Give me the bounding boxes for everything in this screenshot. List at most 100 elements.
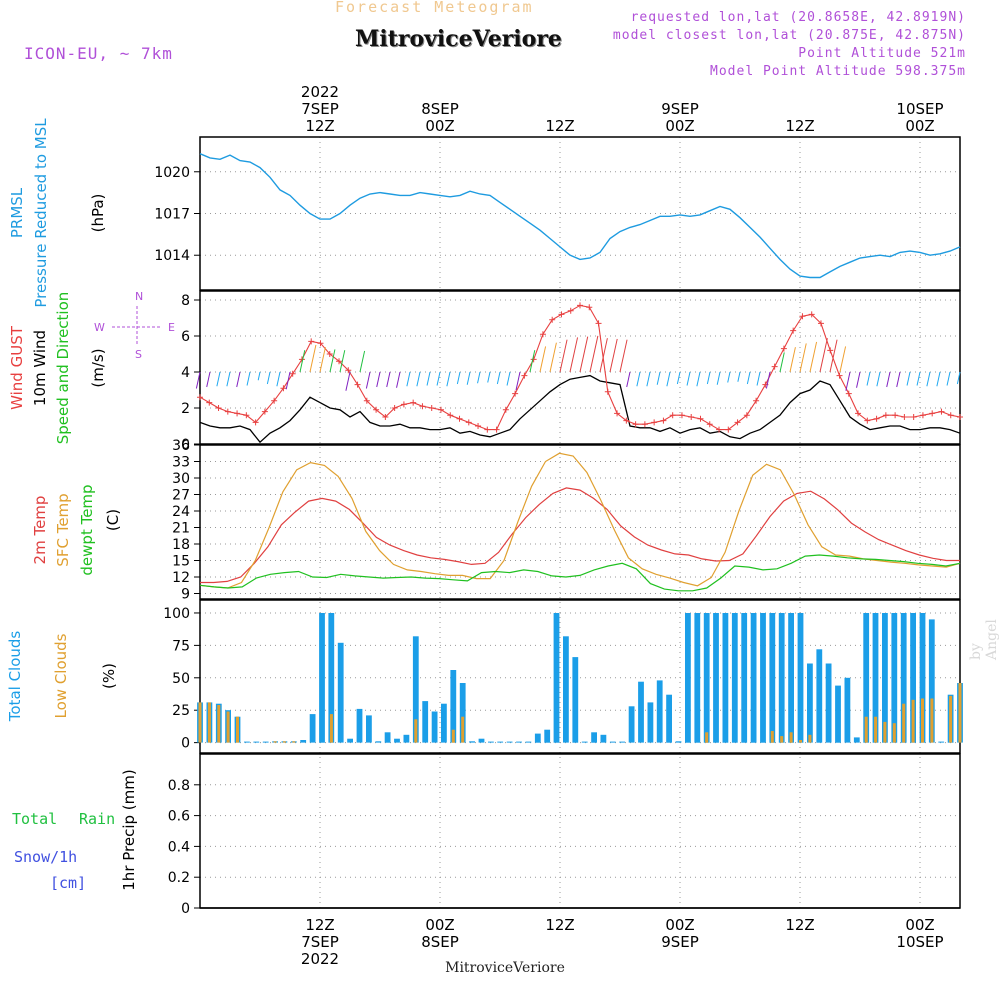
gust-marker (465, 419, 472, 426)
total-cloud-bar (356, 708, 363, 743)
wind-arrow (257, 371, 261, 381)
temp-dewpt-line (199, 554, 961, 592)
total-cloud-bar (328, 613, 335, 743)
wind-arrow (886, 371, 891, 388)
gust-marker (882, 412, 889, 419)
wind-arrow (656, 371, 661, 385)
total-cloud-bar (666, 694, 672, 743)
top-time-label: 12Z (305, 117, 334, 135)
label-total-clouds: Total Clouds (6, 631, 24, 723)
wind-arrow (765, 371, 771, 389)
total-cloud-bar (384, 732, 391, 743)
y-tick-label: 8 (181, 293, 190, 309)
y-tick-label: 75 (172, 638, 190, 654)
top-time-label: 8SEP (421, 100, 459, 118)
gust-marker (539, 331, 546, 338)
wind-arrow (609, 338, 618, 373)
wind-arrow (636, 371, 641, 387)
gust-marker (586, 304, 593, 311)
wind-arrow (626, 371, 631, 388)
low-cloud-bar (874, 716, 878, 743)
total-cloud-bar (731, 613, 738, 743)
total-cloud-bar (703, 613, 710, 743)
gust-marker (827, 347, 834, 354)
total-cloud-bar (713, 613, 719, 743)
wind-arrow (365, 371, 371, 389)
low-cloud-bar (799, 740, 802, 743)
gust-marker (363, 397, 370, 404)
total-cloud-bar (628, 706, 635, 743)
wind-arrow (946, 371, 951, 386)
gust-marker (604, 388, 611, 395)
label-precip-mm: 1hr Precip (mm) (120, 769, 138, 890)
gust-marker (400, 401, 407, 408)
low-cloud-bar (226, 711, 230, 743)
wind-arrow (737, 371, 741, 382)
wind-arrow (539, 346, 547, 373)
total-cloud-bar (516, 741, 522, 743)
wind-arrow (686, 371, 691, 386)
label-pressure: Pressure Reduced to MSL (32, 118, 50, 308)
wind-arrow (246, 371, 251, 386)
gust-marker (697, 415, 704, 422)
total-cloud-bar (553, 613, 560, 743)
y-tick-label: 50 (172, 671, 190, 687)
total-cloud-bar (647, 702, 654, 743)
requested-coords: requested lon,lat (20.8658E, 42.8919N) (630, 10, 966, 25)
y-tick-label: 15 (172, 554, 190, 570)
total-cloud-bar (741, 613, 748, 743)
y-tick-label: 33 (172, 455, 190, 471)
label-prmsl: PRMSL (8, 187, 26, 238)
total-cloud-bar (900, 613, 907, 743)
gust-marker (215, 405, 222, 411)
panel-frame-3 (199, 599, 961, 754)
forecast-subtitle: Forecast Meteogram (335, 0, 534, 16)
low-cloud-bar (207, 702, 211, 743)
total-cloud-bar (928, 619, 935, 743)
y-tick-label: 1017 (154, 207, 190, 223)
credit-watermark: by Angel (968, 619, 1000, 660)
gust-marker (512, 390, 519, 397)
gust-marker (271, 397, 278, 404)
low-cloud-bar (958, 683, 962, 743)
wind-arrow (329, 349, 336, 373)
footer-location: MitroviceVeriore (445, 960, 565, 976)
top-time-label: 00Z (425, 117, 454, 135)
wind-arrow (339, 350, 346, 373)
total-cloud-bar (253, 741, 260, 743)
low-cloud-bar (902, 703, 906, 743)
wind-arrow (779, 352, 785, 373)
gust-marker (734, 419, 741, 426)
panel-frame-4 (199, 753, 961, 909)
bottom-time-label: 12Z (785, 916, 814, 934)
total-cloud-bar (685, 613, 691, 743)
low-cloud-bar (461, 716, 465, 743)
wind-arrow (319, 347, 326, 373)
temp-sfc-line (199, 452, 961, 589)
total-cloud-bar (882, 613, 888, 743)
total-cloud-bar (807, 663, 813, 743)
gust-marker (373, 406, 380, 413)
total-cloud-bar (563, 636, 569, 743)
total-cloud-bar (469, 741, 475, 743)
total-cloud-bar (488, 741, 494, 743)
label-low-clouds: Low Clouds (52, 633, 70, 718)
gust-marker (475, 423, 482, 429)
low-cloud-bar (892, 723, 896, 743)
y-tick-label: 27 (172, 488, 190, 504)
wind-arrow (789, 347, 796, 373)
compass-e: E (168, 321, 175, 334)
low-cloud-bar (921, 698, 924, 743)
wind-arrow (236, 371, 241, 388)
gust-marker (678, 412, 685, 419)
total-cloud-bar (938, 741, 945, 743)
wind-arrow (359, 350, 366, 373)
wind-arrow (456, 371, 461, 385)
gust-marker (929, 410, 936, 417)
bottom-time-label: 8SEP (421, 933, 459, 951)
total-cloud-bar (309, 714, 316, 743)
y-tick-label: 0.2 (168, 870, 190, 886)
gust-marker (817, 320, 824, 327)
wind-arrow (299, 350, 306, 373)
wind-arrow (706, 371, 711, 385)
